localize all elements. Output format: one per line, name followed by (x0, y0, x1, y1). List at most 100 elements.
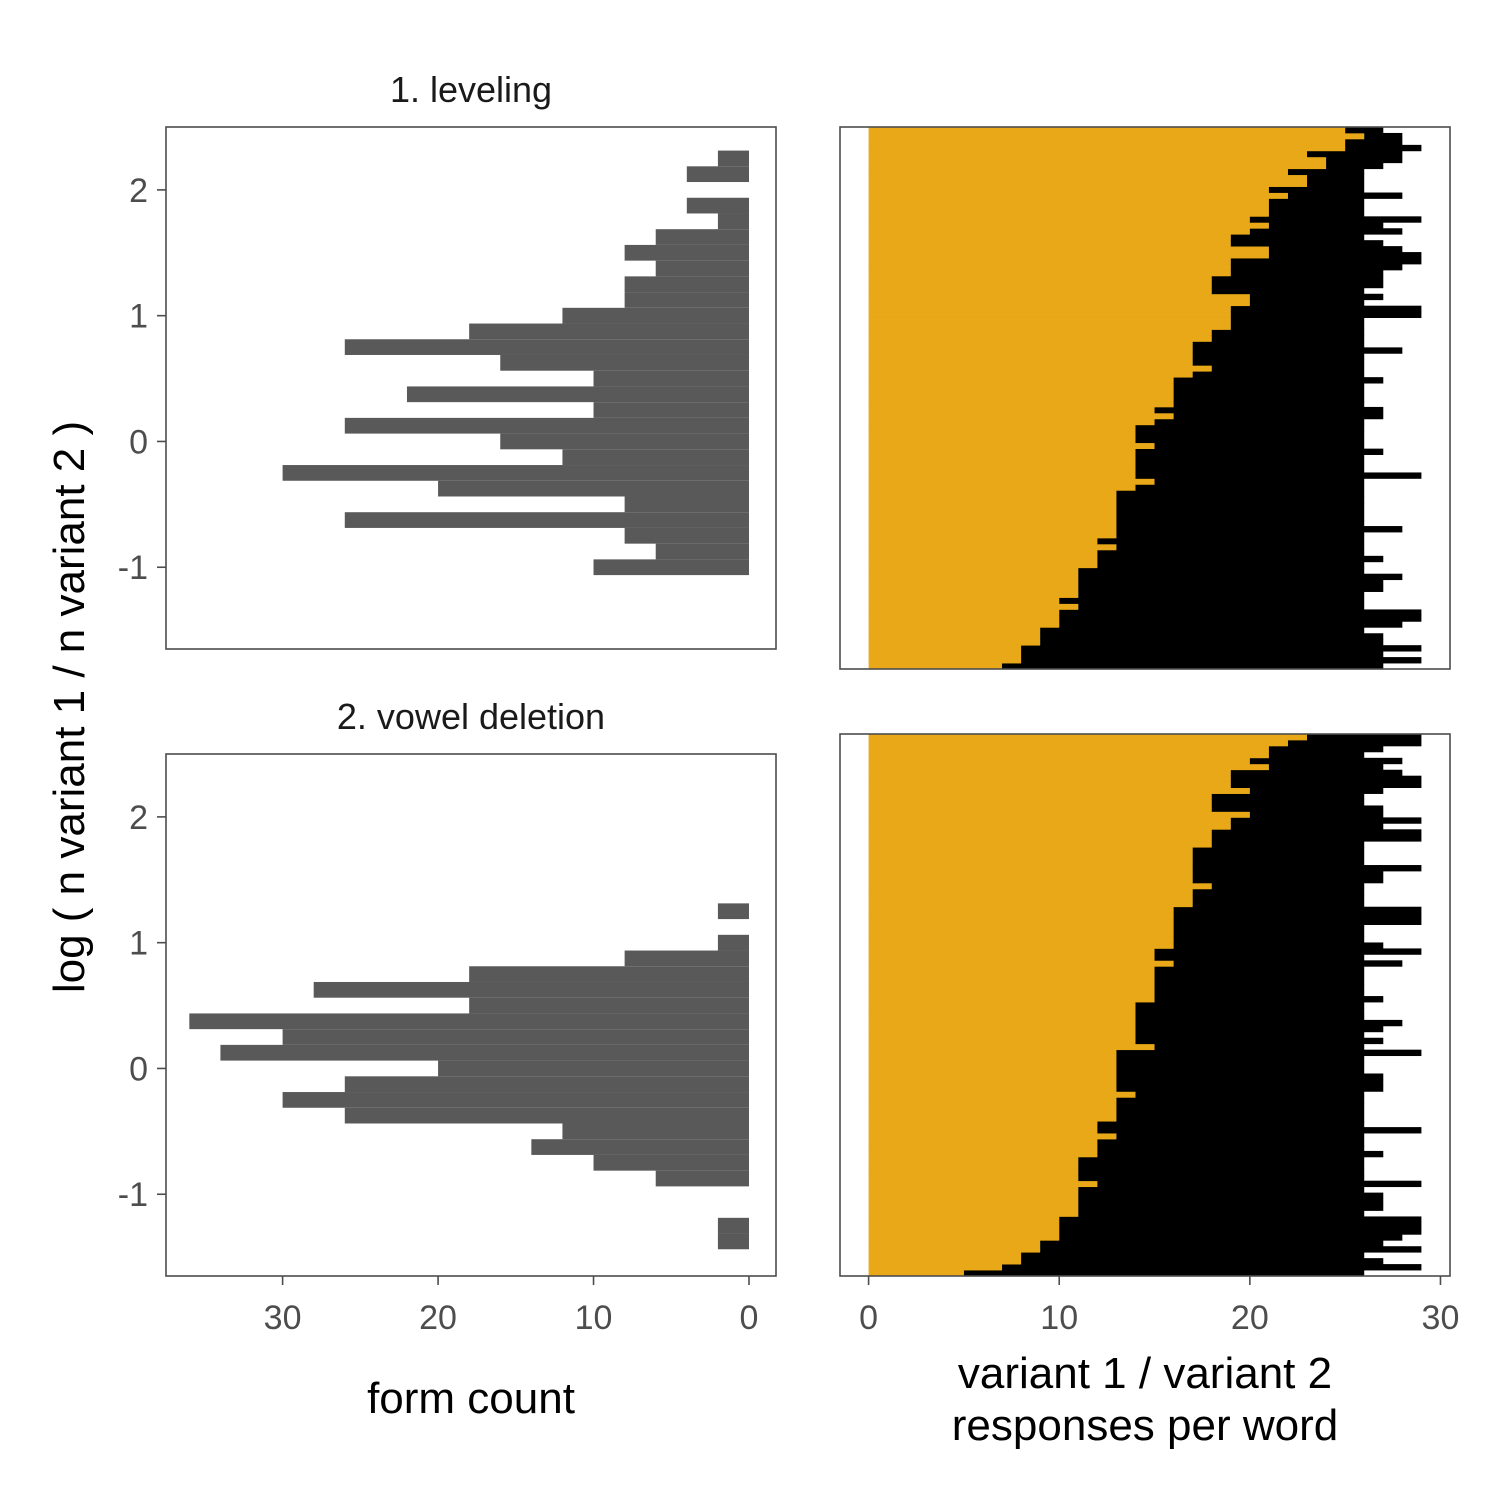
variant2-bar (1078, 1168, 1365, 1176)
variant2-bar (1249, 293, 1384, 301)
variant1-bar (868, 621, 1060, 628)
variant2-bar (1097, 537, 1365, 545)
variant2-bar (1154, 406, 1384, 414)
leveling-responses-panel (868, 127, 1422, 670)
variant1-bar (868, 1002, 1136, 1009)
variant1-bar (868, 371, 1193, 378)
variant2-bar (1135, 448, 1384, 455)
variant1-bar (868, 1007, 1136, 1015)
variant2-bar (1116, 520, 1365, 527)
variant1-bar (868, 984, 1155, 991)
variant2-bar (1135, 484, 1365, 491)
y-tick-label: 0 (129, 423, 148, 461)
variant1-bar (868, 918, 1174, 925)
variant1-bar (868, 329, 1212, 336)
variant1-bar (868, 1031, 1136, 1039)
variant2-bar (1116, 1133, 1365, 1140)
variant1-bar (868, 263, 1231, 271)
variant2-bar (1173, 383, 1365, 390)
variant2-bar (1097, 561, 1365, 569)
variant2-bar (1173, 912, 1422, 920)
variant2-bar (1116, 532, 1365, 539)
variant1-bar (868, 591, 1079, 598)
histogram-bar (344, 339, 749, 355)
variant1-bar (868, 1067, 1117, 1074)
variant2-bar (1211, 365, 1365, 372)
variant1-bar (868, 216, 1250, 223)
variant1-bar (868, 579, 1079, 587)
variant2-bar (1097, 555, 1384, 563)
variant2-bar (1116, 1085, 1384, 1092)
variant2-bar (1059, 609, 1422, 616)
variant2-bar (1135, 1019, 1403, 1027)
variant2-bar (1230, 305, 1422, 313)
variant2-bar (1135, 454, 1365, 461)
variant2-bar (1268, 186, 1365, 193)
variant1-bar (868, 210, 1269, 217)
variant1-bar (868, 448, 1136, 455)
histogram-bar (717, 213, 749, 230)
variant2-bar (1059, 1222, 1422, 1229)
variant2-bar (1211, 835, 1422, 842)
variant2-bar (1192, 371, 1365, 378)
variant1-bar (868, 1049, 1117, 1057)
variant1-bar (868, 739, 1288, 747)
variant2-bar (1078, 1210, 1365, 1217)
variant2-bar (1059, 1234, 1403, 1241)
variant2-bar (1345, 138, 1403, 146)
variant2-bar (963, 1270, 1365, 1277)
variant2-bar (1268, 204, 1365, 211)
histogram-bar (593, 370, 749, 387)
variant2-bar (1021, 657, 1422, 664)
variant2-bar (1097, 1180, 1422, 1188)
variant2-bar (1040, 633, 1384, 640)
variant2-bar (1268, 198, 1365, 205)
histogram-bar (655, 1170, 749, 1187)
variant2-bar (1116, 490, 1365, 497)
variant1-bar (868, 627, 1041, 634)
variant1-bar (868, 365, 1212, 372)
histogram-bar (562, 449, 749, 466)
variant2-bar (1116, 1067, 1365, 1074)
variant2-bar (1230, 263, 1403, 271)
leveling-histogram-border (165, 126, 777, 650)
histogram-bar (282, 1029, 749, 1045)
variant1-bar (868, 389, 1174, 396)
x-tick-label: 10 (1040, 1299, 1078, 1337)
variant1-bar (868, 537, 1098, 545)
variant1-bar (868, 258, 1231, 265)
x-tick-label: 20 (419, 1299, 457, 1337)
variant1-bar (868, 520, 1117, 527)
variant1-bar (868, 275, 1212, 283)
variant2-bar (1135, 436, 1365, 444)
variant1-bar (868, 162, 1327, 170)
variant1-bar (868, 859, 1193, 866)
variant2-bar (1268, 745, 1384, 753)
variant2-bar (1211, 882, 1365, 890)
variant1-bar (868, 383, 1174, 390)
leveling-histogram-panel: -1 0 1 2 (118, 150, 749, 587)
variant1-bar (868, 972, 1155, 979)
variant1-bar (868, 442, 1155, 450)
variant1-bar (868, 1180, 1098, 1188)
variant1-bar (868, 138, 1346, 146)
variant1-bar (868, 496, 1117, 503)
variant2-bar (1192, 853, 1365, 860)
variant2-bar (1211, 805, 1384, 812)
variant1-bar (868, 341, 1193, 348)
variant2-bar (1287, 168, 1365, 176)
y-tick-label: 2 (129, 799, 148, 837)
variant2-bar (1211, 841, 1365, 848)
histogram-bar (717, 934, 749, 951)
variant2-bar (1192, 894, 1365, 902)
variant1-bar (868, 633, 1041, 640)
variant1-bar (868, 436, 1136, 444)
strip-title-vowel-deletion: 2. vowel deletion (337, 696, 605, 737)
variant1-bar (868, 978, 1155, 985)
variant2-bar (1078, 1204, 1384, 1211)
variant2-bar (1173, 389, 1365, 396)
variant1-bar (868, 192, 1288, 199)
histogram-bar (344, 417, 749, 434)
variant2-bar (1078, 1174, 1365, 1182)
variant1-bar (868, 246, 1269, 253)
